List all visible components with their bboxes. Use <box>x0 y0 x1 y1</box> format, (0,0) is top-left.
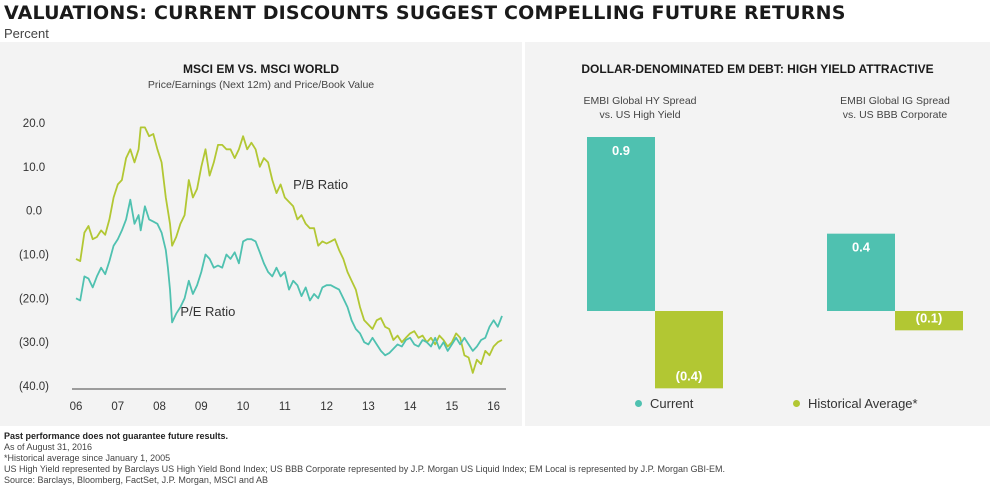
y-tick-label: 10.0 <box>23 162 45 174</box>
bar-value-label: 0.4 <box>852 240 871 255</box>
legend-current: Current <box>635 396 693 411</box>
footnote-source: Source: Barclays, Bloomberg, FactSet, J.… <box>4 475 268 485</box>
x-tick-label: 12 <box>320 401 333 413</box>
line-chart-subtitle: Price/Earnings (Next 12m) and Price/Book… <box>147 79 375 91</box>
bar-category-1-line1: EMBI Global HY Spread <box>583 95 696 107</box>
series-line-p-e-ratio <box>75 198 503 357</box>
y-tick-label: (40.0) <box>19 381 49 393</box>
y-tick-label: 20.0 <box>23 118 45 130</box>
x-tick-label: 07 <box>111 401 124 413</box>
x-tick-label: 15 <box>445 401 458 413</box>
bar-chart-svg: EMBI Global HY Spread vs. US High Yield … <box>583 95 963 389</box>
footnote-indices: US High Yield represented by Barclays US… <box>4 464 726 474</box>
bar-category-2-line1: EMBI Global IG Spread <box>840 95 950 107</box>
bar-historical <box>655 311 723 389</box>
footnotes: Past performance does not guarantee futu… <box>4 431 725 486</box>
bar-current <box>827 233 895 311</box>
line-chart-svg: 20.0 10.0 0.0 (10.0) (20.0) (30.0) (40.0) 06 07 0… <box>19 118 506 413</box>
y-tick-label: (20.0) <box>19 293 49 305</box>
legend-current-swatch <box>635 400 642 407</box>
x-tick-label: 14 <box>404 401 417 413</box>
bar-chart-panel: DOLLAR-DENOMINATED EM DEBT: HIGH YIELD A… <box>525 42 990 426</box>
footnote-date: As of August 31, 2016 <box>4 442 93 452</box>
bar-value-label: (0.1) <box>916 310 943 325</box>
bar-chart-title: DOLLAR-DENOMINATED EM DEBT: HIGH YIELD A… <box>581 62 934 76</box>
legend-historical-swatch <box>793 400 800 407</box>
footnote-disclaimer: Past performance does not guarantee futu… <box>4 431 229 441</box>
y-tick-label: (10.0) <box>19 250 49 262</box>
series-annotation: P/E Ratio <box>180 304 235 319</box>
x-tick-label: 13 <box>362 401 375 413</box>
page-title: VALUATIONS: CURRENT DISCOUNTS SUGGEST CO… <box>4 2 846 24</box>
bar-category-2-line2: vs. US BBB Corporate <box>843 109 948 121</box>
x-tick-label: 10 <box>237 401 250 413</box>
x-tick-label: 06 <box>70 401 83 413</box>
bar-value-label: 0.9 <box>612 143 630 158</box>
bar-current <box>587 137 655 311</box>
series-annotation: P/B Ratio <box>293 177 348 192</box>
legend-historical-label: Historical Average* <box>808 396 918 411</box>
legend-current-label: Current <box>650 396 694 411</box>
y-tick-label: 0.0 <box>26 206 42 218</box>
line-chart-title: MSCI EM VS. MSCI WORLD <box>183 62 339 76</box>
x-tick-label: 09 <box>195 401 208 413</box>
footnote-historical: *Historical average since January 1, 200… <box>4 453 171 463</box>
series-line-p-b-ratio <box>75 126 503 374</box>
y-tick-label: (30.0) <box>19 337 49 349</box>
page-subtitle: Percent <box>4 26 49 41</box>
legend-historical: Historical Average* <box>793 396 918 411</box>
x-tick-label: 16 <box>487 401 500 413</box>
bar-historical <box>895 311 963 331</box>
line-chart-panel: MSCI EM VS. MSCI WORLD Price/Earnings (N… <box>0 42 522 426</box>
bar-category-1-line2: vs. US High Yield <box>599 109 680 121</box>
bar-value-label: (0.4) <box>676 368 703 383</box>
x-tick-label: 08 <box>153 401 166 413</box>
x-tick-label: 11 <box>279 401 291 413</box>
